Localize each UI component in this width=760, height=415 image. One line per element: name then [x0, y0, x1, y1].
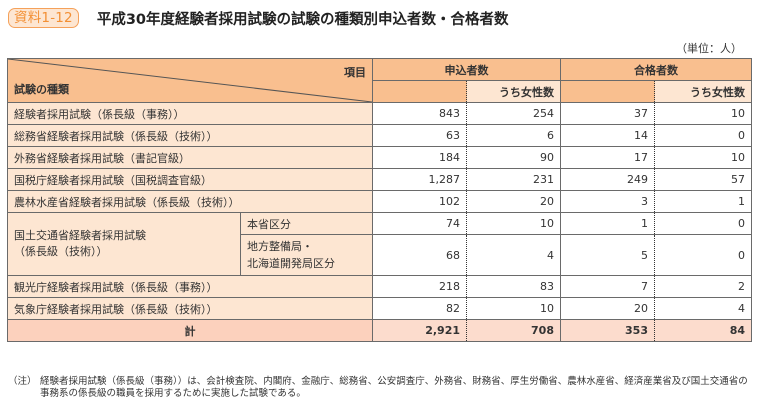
mlit-label: 国土交通省経験者採用試験 （係長級（技術）） — [7, 212, 241, 276]
row-label: 外務省経験者採用試験（書記官級） — [7, 146, 373, 169]
col-applicants-total — [372, 80, 467, 103]
exam-table: 項目 試験の種類 申込者数 合格者数 うち女性数 うち女性数 経験者採用試験（係… — [7, 58, 752, 342]
table-row: 総務省経験者採用試験（係長級（技術）） 63 6 14 0 — [7, 124, 752, 147]
col-passers-women: うち女性数 — [654, 80, 752, 103]
total-passers: 353 — [560, 319, 655, 342]
total-row: 計 2,921 708 353 84 — [7, 319, 752, 342]
total-applicants-women: 708 — [466, 319, 561, 342]
unit-label: （単位：人） — [676, 42, 742, 55]
passers-women-value: 10 — [654, 102, 752, 125]
passers-value: 17 — [560, 146, 655, 169]
applicants-value: 1,287 — [372, 168, 467, 191]
applicants-women-value: 20 — [466, 190, 561, 213]
header-row-2: うち女性数 うち女性数 — [8, 80, 752, 103]
row-label: 総務省経験者採用試験（係長級（技術）） — [7, 124, 373, 147]
passers-value: 20 — [560, 297, 655, 320]
passers-women-value: 57 — [654, 168, 752, 191]
applicants-women-value: 231 — [466, 168, 561, 191]
applicants-women-value: 10 — [466, 212, 561, 235]
sub-label: 本省区分 — [240, 212, 373, 235]
footnote: （注） 経験者採用試験（係長級（事務））は、会計検査院、内閣府、金融庁、総務省、… — [8, 376, 753, 400]
passers-women-value: 0 — [654, 212, 752, 235]
applicants-value: 68 — [372, 234, 467, 276]
passers-women-value: 0 — [654, 124, 752, 147]
row-label: 気象庁経験者採用試験（係長級（技術）） — [7, 297, 373, 320]
sub-label: 地方整備局・ 北海道開発局区分 — [240, 234, 373, 276]
applicants-value: 74 — [372, 212, 467, 235]
table-row: 気象庁経験者採用試験（係長級（技術）） 82 10 20 4 — [7, 297, 752, 320]
passers-women-value: 0 — [654, 234, 752, 276]
row-label: 観光庁経験者採用試験（係長級（事務）） — [7, 275, 373, 298]
row-label: 農林水産省経験者採用試験（係長級（技術）） — [7, 190, 373, 213]
table-row: 国税庁経験者採用試験（国税調査官級） 1,287 231 249 57 — [7, 168, 752, 191]
total-label: 計 — [7, 319, 373, 342]
applicants-women-value: 10 — [466, 297, 561, 320]
sub-label-line1: 地方整備局・ — [247, 240, 313, 253]
footnote-mark: （注） — [8, 376, 37, 387]
passers-value: 249 — [560, 168, 655, 191]
applicants-value: 184 — [372, 146, 467, 169]
corner-top-label: 項目 — [344, 66, 366, 79]
figure-title-row: 資料1-12 平成30年度経験者採用試験の試験の種類別申込者数・合格者数 — [8, 7, 509, 29]
mlit-label-line2: （係長級（技術）） — [14, 245, 108, 258]
passers-women-value: 1 — [654, 190, 752, 213]
col-applicants: 申込者数 — [372, 58, 561, 81]
passers-value: 3 — [560, 190, 655, 213]
figure-badge: 資料1-12 — [8, 8, 79, 28]
figure-title: 平成30年度経験者採用試験の試験の種類別申込者数・合格者数 — [96, 11, 509, 28]
row-label: 国税庁経験者採用試験（国税調査官級） — [7, 168, 373, 191]
passers-women-value: 2 — [654, 275, 752, 298]
table-row-mlit-honsho: 国土交通省経験者採用試験 （係長級（技術）） 本省区分 74 10 1 0 — [7, 212, 752, 276]
applicants-women-value: 90 — [466, 146, 561, 169]
passers-women-value: 4 — [654, 297, 752, 320]
col-applicants-women: うち女性数 — [466, 80, 561, 103]
applicants-value: 102 — [372, 190, 467, 213]
diagonal-line-icon — [8, 59, 372, 102]
table-row: 外務省経験者採用試験（書記官級） 184 90 17 10 — [7, 146, 752, 169]
mlit-label-line1: 国土交通省経験者採用試験 — [14, 229, 146, 242]
applicants-value: 82 — [372, 297, 467, 320]
total-applicants: 2,921 — [372, 319, 467, 342]
applicants-value: 63 — [372, 124, 467, 147]
passers-women-value: 10 — [654, 146, 752, 169]
col-passers-total — [560, 80, 655, 103]
corner-header: 項目 試験の種類 — [7, 58, 373, 103]
passers-value: 5 — [560, 234, 655, 276]
passers-value: 37 — [560, 102, 655, 125]
col-passers: 合格者数 — [560, 58, 752, 81]
applicants-women-value: 4 — [466, 234, 561, 276]
applicants-value: 843 — [372, 102, 467, 125]
table-row: 経験者採用試験（係長級（事務）） 843 254 37 10 — [7, 102, 752, 125]
footnote-text: 経験者採用試験（係長級（事務））は、会計検査院、内閣府、金融庁、総務省、公安調査… — [40, 376, 748, 399]
applicants-women-value: 83 — [466, 275, 561, 298]
applicants-value: 218 — [372, 275, 467, 298]
passers-value: 1 — [560, 212, 655, 235]
applicants-women-value: 6 — [466, 124, 561, 147]
total-passers-women: 84 — [654, 319, 752, 342]
passers-value: 14 — [560, 124, 655, 147]
table-row: 観光庁経験者採用試験（係長級（事務）） 218 83 7 2 — [7, 275, 752, 298]
applicants-women-value: 254 — [466, 102, 561, 125]
passers-value: 7 — [560, 275, 655, 298]
table-row: 農林水産省経験者採用試験（係長級（技術）） 102 20 3 1 — [7, 190, 752, 213]
corner-bottom-label: 試験の種類 — [14, 83, 69, 96]
row-label: 経験者採用試験（係長級（事務）） — [7, 102, 373, 125]
sub-label-line2: 北海道開発局区分 — [247, 257, 335, 270]
header-row-1: 項目 試験の種類 申込者数 合格者数 — [7, 58, 752, 103]
